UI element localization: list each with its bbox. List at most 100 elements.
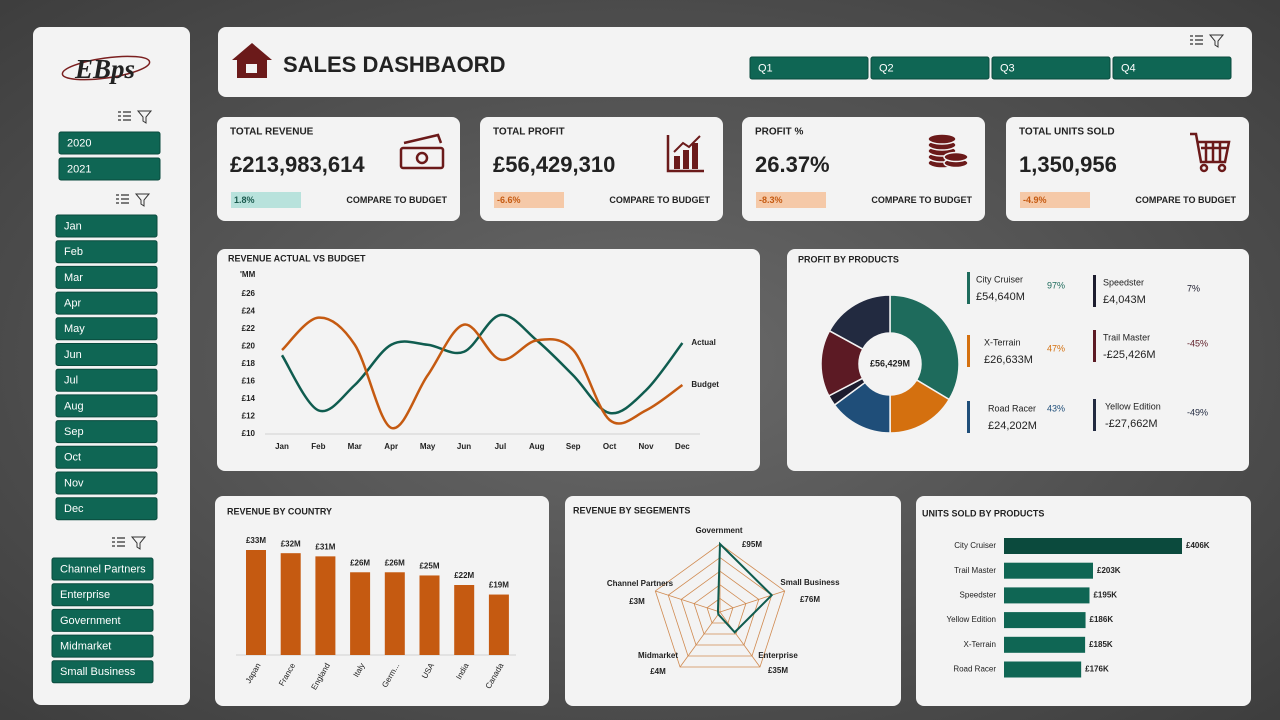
donut-center-label: £56,429M bbox=[870, 358, 910, 368]
month-button[interactable] bbox=[55, 368, 158, 392]
x-tick-label: Jul bbox=[495, 442, 507, 451]
month-button[interactable] bbox=[55, 343, 158, 366]
bar bbox=[488, 594, 509, 655]
legend-name: X-Terrain bbox=[984, 337, 1021, 347]
radar-spoke bbox=[719, 611, 761, 668]
bar-value-label: £32M bbox=[281, 539, 301, 548]
legend-share: 7% bbox=[1187, 283, 1200, 293]
y-tick-label: Road Racer bbox=[953, 665, 996, 674]
month-button-label: Jun bbox=[64, 349, 82, 361]
kpi-compare: COMPARE TO BUDGET bbox=[346, 195, 447, 205]
x-tick-label: May bbox=[420, 442, 436, 451]
month-button-label: Aug bbox=[64, 400, 84, 412]
bar-value-label: £19M bbox=[489, 581, 509, 590]
radar-spoke bbox=[679, 611, 721, 668]
legend-marker bbox=[1093, 275, 1096, 307]
kpi-change-bar bbox=[231, 192, 301, 208]
month-button-label: Jul bbox=[64, 375, 78, 387]
logo: EBps bbox=[74, 54, 135, 84]
legend-name: City Cruiser bbox=[976, 274, 1023, 284]
legend-value: £4,043M bbox=[1103, 294, 1146, 306]
legend-share: -49% bbox=[1187, 407, 1208, 417]
kpi-title: TOTAL UNITS SOLD bbox=[1019, 127, 1115, 138]
quarter-button[interactable] bbox=[749, 56, 869, 80]
y-tick-label: £24 bbox=[242, 307, 256, 316]
month-button[interactable] bbox=[55, 394, 158, 418]
month-button[interactable] bbox=[55, 265, 158, 289]
legend-name: Yellow Edition bbox=[1105, 401, 1161, 411]
bar bbox=[1004, 538, 1182, 554]
cart-icon bbox=[1190, 132, 1231, 173]
x-tick-label: Jan bbox=[275, 442, 289, 451]
month-button[interactable] bbox=[55, 471, 158, 495]
quarter-button[interactable] bbox=[1112, 56, 1232, 80]
month-button[interactable] bbox=[55, 420, 158, 444]
month-button[interactable] bbox=[55, 240, 158, 264]
kpi-change: 1.8% bbox=[234, 195, 255, 205]
segment-button-label: Small Business bbox=[60, 666, 136, 678]
bar-value-label: £26M bbox=[385, 558, 405, 567]
segment-button[interactable] bbox=[51, 557, 154, 581]
segment-button-label: Government bbox=[60, 615, 121, 627]
bar-value-label: £25M bbox=[419, 562, 439, 571]
quarter-button[interactable] bbox=[870, 56, 990, 80]
radar-grid bbox=[654, 543, 786, 668]
bar bbox=[1004, 661, 1082, 678]
radar-value-label: £76M bbox=[800, 595, 820, 604]
segment-button[interactable] bbox=[51, 660, 154, 684]
legend-share: 43% bbox=[1047, 403, 1065, 413]
segment-button[interactable] bbox=[51, 634, 154, 658]
legend-marker bbox=[1093, 399, 1096, 431]
segment-button[interactable] bbox=[51, 583, 154, 607]
bar-value-label: £185K bbox=[1089, 640, 1113, 649]
series-label: Actual bbox=[691, 338, 715, 347]
bar-value-label: £406K bbox=[1186, 541, 1210, 550]
month-button-label: Sep bbox=[64, 426, 84, 438]
legend-share: 47% bbox=[1047, 343, 1065, 353]
legend-name: Speedster bbox=[1103, 277, 1144, 287]
line-series bbox=[281, 316, 684, 430]
month-button[interactable] bbox=[55, 317, 158, 341]
bar bbox=[384, 572, 405, 655]
x-tick-label: Jun bbox=[457, 442, 471, 451]
segment-button[interactable] bbox=[51, 608, 154, 632]
x-tick-label: Nov bbox=[638, 442, 654, 451]
year-button[interactable] bbox=[58, 131, 161, 155]
month-button[interactable] bbox=[55, 291, 158, 315]
bar-value-label: £195K bbox=[1093, 591, 1117, 600]
kpi-change-bar bbox=[494, 192, 564, 208]
y-tick-label: £12 bbox=[242, 412, 256, 421]
header-panel bbox=[218, 27, 1252, 97]
radar-grid bbox=[693, 584, 747, 635]
radar-spoke bbox=[655, 590, 721, 613]
y-tick-label: £14 bbox=[242, 394, 256, 403]
legend-value: £24,202M bbox=[988, 420, 1037, 432]
bar bbox=[315, 556, 336, 655]
x-tick-label: Oct bbox=[603, 442, 617, 451]
x-tick-label: Sep bbox=[566, 442, 581, 451]
x-tick-label: Feb bbox=[311, 442, 325, 451]
month-button-label: Oct bbox=[64, 452, 81, 464]
year-button[interactable] bbox=[58, 157, 161, 181]
bar bbox=[1004, 612, 1086, 629]
month-button-label: Jan bbox=[64, 220, 82, 232]
chart-panel bbox=[565, 496, 901, 706]
home-icon bbox=[232, 43, 272, 78]
legend-value: -£25,426M bbox=[1103, 349, 1156, 361]
bar bbox=[454, 585, 475, 655]
radar-category: Small Business bbox=[780, 578, 840, 587]
y-tick-label: £22 bbox=[242, 324, 256, 333]
bar bbox=[280, 553, 301, 655]
segment-button-label: Enterprise bbox=[60, 589, 110, 601]
legend-share: -45% bbox=[1187, 338, 1208, 348]
month-button[interactable] bbox=[55, 497, 158, 521]
y-tick-label: City Cruiser bbox=[954, 541, 996, 550]
month-button[interactable] bbox=[55, 214, 158, 238]
quarter-button[interactable] bbox=[991, 56, 1111, 80]
kpi-change: -6.6% bbox=[497, 195, 521, 205]
legend-name: Road Racer bbox=[988, 403, 1036, 413]
month-button[interactable] bbox=[55, 445, 158, 469]
chart-title: REVENUE BY SEGEMENTS bbox=[573, 505, 690, 515]
chart-icon bbox=[666, 135, 704, 173]
